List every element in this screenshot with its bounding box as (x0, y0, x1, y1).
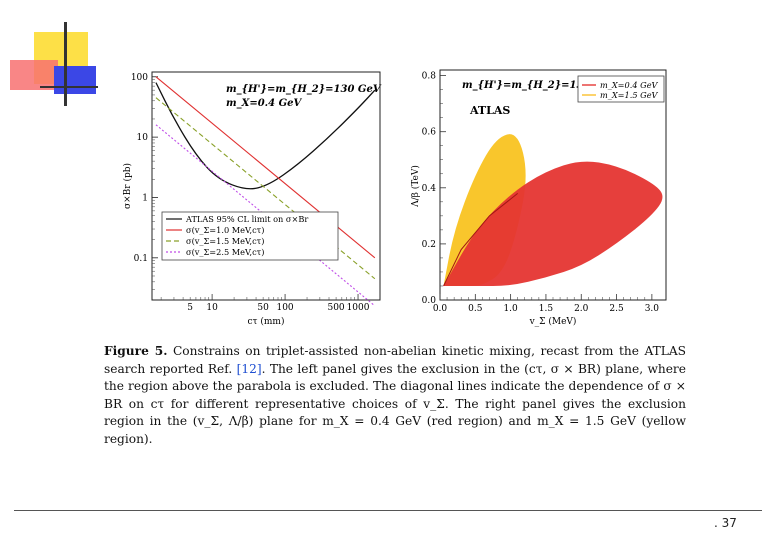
right-legend-box (577, 75, 665, 103)
caption-text-1: Constrains on triplet-assisted non-abeli… (104, 344, 686, 376)
atlas-label: ATLAS (469, 104, 510, 117)
left-x-tick: 500 (327, 303, 344, 313)
right-y-tick: 0.2 (422, 240, 436, 250)
right-y-tick: 0.0 (422, 296, 437, 306)
left-y-tick: 0.1 (134, 254, 148, 264)
left-x-tick: 5 (187, 303, 193, 313)
caption-text-2: . The left panel gives the exclusion in … (104, 361, 686, 446)
figure-label: Figure 5. (104, 344, 168, 358)
right-x-tick: 2.0 (574, 304, 589, 314)
decor-red-square (10, 60, 58, 90)
page-number: . 37 (714, 516, 737, 530)
left-plot-frame (151, 71, 381, 301)
red-exclusion-region (443, 161, 663, 286)
right-x-tick: 0.0 (433, 304, 448, 314)
right-y-tick: 0.8 (422, 72, 437, 82)
right-y-tick: 0.6 (422, 128, 437, 138)
left-series-line (155, 82, 376, 190)
right-y-tick: 0.4 (422, 184, 437, 194)
right-x-tick: 0.5 (468, 304, 483, 314)
left-y-tick: 1 (142, 193, 148, 203)
right-legend-label: m_X=0.4 GeV (600, 80, 659, 90)
reference-link[interactable]: [12] (236, 361, 262, 376)
right-x-axis-label: v_Σ (MeV) (529, 316, 577, 327)
left-plot-title-line1: m_{H'}=m_{H_2}=130 GeV (226, 84, 382, 95)
left-y-tick: 100 (131, 73, 148, 83)
left-series-line (155, 124, 376, 307)
right-y-axis-label: Λ/β (TeV) (410, 165, 421, 208)
figure-caption: Figure 5. Constrains on triplet-assisted… (104, 343, 686, 449)
left-y-tick: 10 (137, 133, 149, 143)
left-plot: 100 10 1 0.1 5 10 50 100 500 1000 cτ (mm… (122, 71, 382, 327)
right-x-tick: 1.5 (539, 304, 554, 314)
left-x-tick: 50 (257, 303, 269, 313)
left-x-axis-label: cτ (mm) (248, 316, 285, 327)
left-legend-label: σ(v_Σ=1.5 MeV,cτ) (186, 236, 264, 246)
left-legend-label: σ(v_Σ=1.0 MeV,cτ) (186, 225, 264, 235)
right-x-tick: 1.0 (503, 304, 518, 314)
footer-divider (14, 510, 762, 511)
left-legend-box (161, 211, 339, 261)
right-legend-label: m_X=1.5 GeV (600, 90, 659, 100)
left-plot-title-line2: m_X=0.4 GeV (226, 98, 303, 109)
decor-horizontal-line (40, 86, 98, 88)
right-plot: 0.0 0.2 0.4 0.6 0.8 0.0 0.5 1.0 1.5 2.0 2.5 3.… (410, 69, 667, 327)
right-x-tick: 3.0 (645, 304, 660, 314)
left-x-tick: 1000 (347, 303, 370, 313)
left-x-tick: 100 (276, 303, 293, 313)
decor-vertical-line (64, 22, 67, 106)
left-x-tick: 10 (206, 303, 218, 313)
right-x-tick: 2.5 (609, 304, 624, 314)
boundary-curve (443, 193, 518, 287)
left-y-axis-label: σ×Br (pb) (122, 163, 133, 209)
left-legend-label: σ(v_Σ=2.5 MeV,cτ) (186, 247, 264, 257)
right-plot-title: m_{H'}=m_{H_2}=130 GeV (462, 80, 618, 91)
decor-blue-square (54, 66, 96, 94)
left-legend-label: ATLAS 95% CL limit on σ×Br (185, 214, 308, 224)
